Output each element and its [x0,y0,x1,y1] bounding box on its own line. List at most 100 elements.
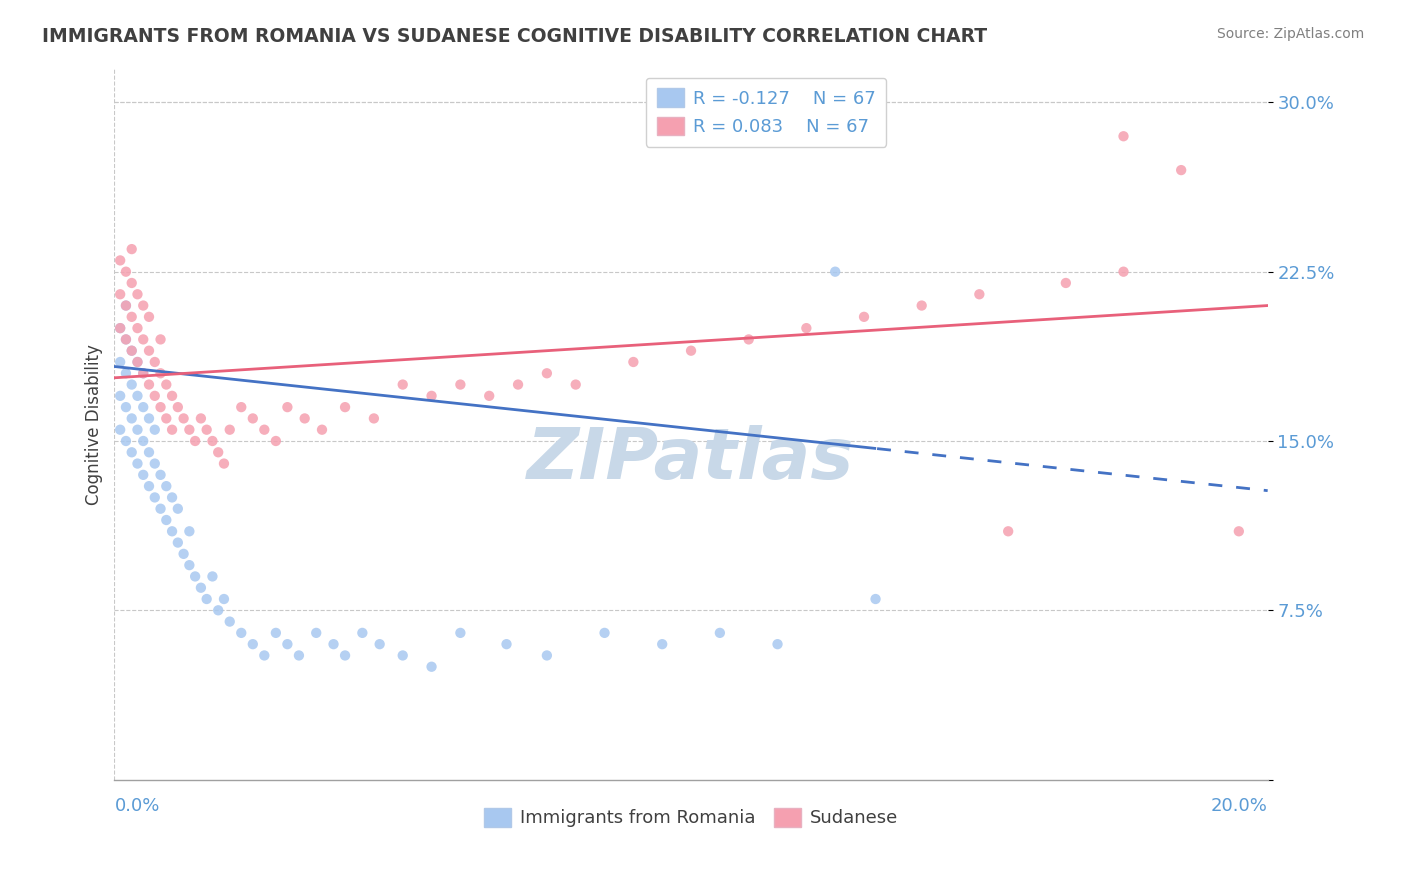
Point [138,411,160,425]
Point [969,287,991,301]
Point [231,626,253,640]
Point [115,400,138,414]
Point [179,423,201,437]
Point [127,457,149,471]
Point [160,491,183,505]
Point [121,377,143,392]
Point [160,423,183,437]
Point [155,411,177,425]
Point [143,423,166,437]
Point [115,366,138,380]
Point [201,434,224,448]
Point [149,501,172,516]
Point [132,366,155,380]
Point [166,501,188,516]
Point [253,648,276,663]
Point [155,513,177,527]
Point [363,411,385,425]
Point [138,343,160,358]
Point [1170,163,1192,178]
Point [212,592,235,607]
Point [132,400,155,414]
Point [127,321,149,335]
Text: IMMIGRANTS FROM ROMANIA VS SUDANESE COGNITIVE DISABILITY CORRELATION CHART: IMMIGRANTS FROM ROMANIA VS SUDANESE COGN… [42,27,987,45]
Point [449,377,471,392]
Point [132,434,155,448]
Text: ZIPatlas: ZIPatlas [527,425,855,494]
Point [506,377,529,392]
Point [155,479,177,493]
Point [253,423,276,437]
Text: 0.0%: 0.0% [114,797,160,815]
Point [127,389,149,403]
Point [108,253,131,268]
Point [242,637,264,651]
Point [311,423,333,437]
Point [853,310,876,324]
Point [143,457,166,471]
Point [420,659,443,673]
Point [796,321,818,335]
Point [115,299,138,313]
Point [143,355,166,369]
Point [108,287,131,301]
Point [115,434,138,448]
Point [184,569,207,583]
Point [1112,265,1135,279]
Point [138,445,160,459]
Point [651,637,673,651]
Point [166,400,188,414]
Point [391,648,413,663]
Point [143,389,166,403]
Point [132,366,155,380]
Point [1112,129,1135,144]
Point [709,626,731,640]
Point [149,366,172,380]
Point [121,343,143,358]
Point [766,637,789,651]
Point [333,648,356,663]
Point [108,355,131,369]
Y-axis label: Cognitive Disability: Cognitive Disability [86,343,103,505]
Point [127,355,149,369]
Point [564,377,586,392]
Point [593,626,616,640]
Point [865,592,887,607]
Point [173,547,195,561]
Point [138,479,160,493]
Point [288,648,311,663]
Point [138,310,160,324]
Point [132,299,155,313]
Point [738,333,761,347]
Point [115,333,138,347]
Point [108,423,131,437]
Point [231,400,253,414]
Point [997,524,1019,539]
Point [536,366,558,380]
Point [190,581,212,595]
Point [184,434,207,448]
Point [207,603,229,617]
Point [132,333,155,347]
Point [207,445,229,459]
Point [149,400,172,414]
Point [121,276,143,290]
Point [121,445,143,459]
Point [149,333,172,347]
Point [195,423,218,437]
Point [218,615,240,629]
Legend: Immigrants from Romania, Sudanese: Immigrants from Romania, Sudanese [477,801,905,835]
Point [212,457,235,471]
Point [276,637,298,651]
Point [149,467,172,482]
Point [201,569,224,583]
Point [143,491,166,505]
Point [115,265,138,279]
Point [155,377,177,392]
Point [195,592,218,607]
Point [121,411,143,425]
Text: 20.0%: 20.0% [1211,797,1268,815]
Point [305,626,328,640]
Point [824,265,846,279]
Point [190,411,212,425]
